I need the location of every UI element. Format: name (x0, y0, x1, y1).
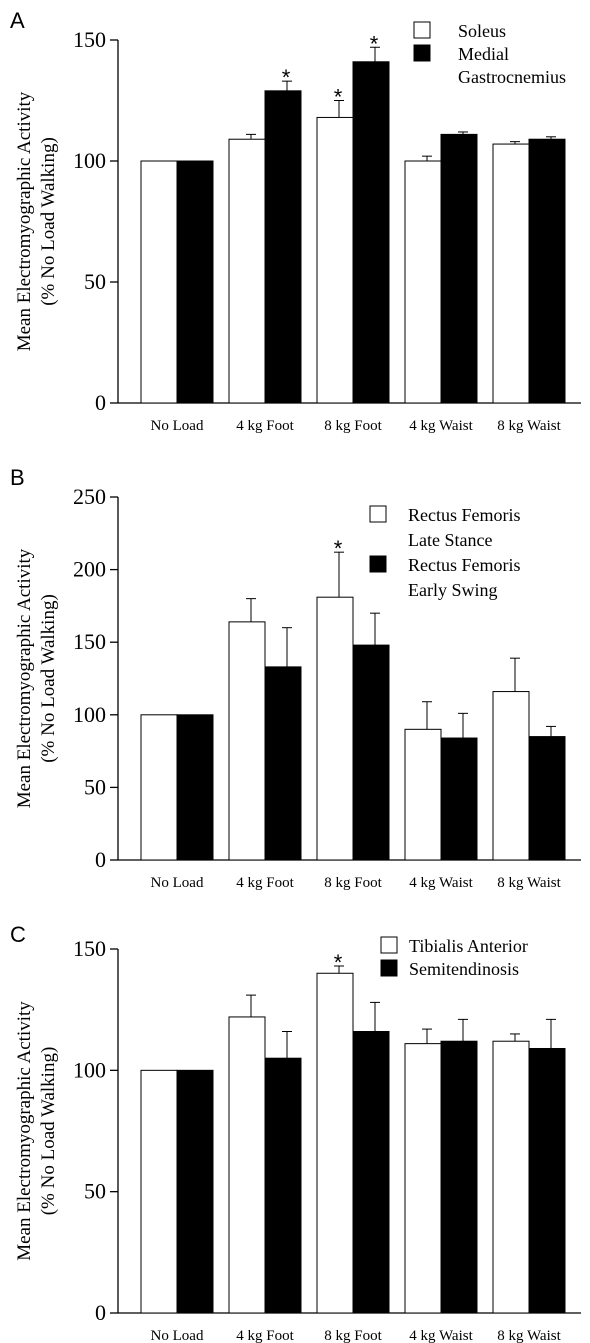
y-tick-label: 0 (95, 1300, 106, 1325)
x-tick-label: No Load (151, 875, 204, 891)
legend-swatch (369, 555, 387, 573)
bar (440, 1040, 478, 1314)
bar (176, 1069, 214, 1314)
bar (404, 1043, 442, 1314)
bar (264, 1057, 302, 1314)
x-tick-label: No Load (151, 418, 204, 434)
y-tick-label: 150 (73, 27, 106, 52)
y-tick-label: 100 (73, 1057, 106, 1082)
x-tick-label: 4 kg Waist (409, 418, 473, 434)
y-axis-label: (% No Load Walking) (38, 1047, 59, 1216)
bar (528, 138, 566, 404)
y-tick-label: 50 (84, 774, 106, 799)
bar (228, 621, 266, 861)
y-axis-label: Mean Electromyographic Activity (14, 548, 35, 808)
legend-label: Early Swing (408, 580, 498, 600)
panel-letter: A (10, 8, 25, 33)
y-tick-label: 100 (73, 148, 106, 173)
legend-label: Soleus (458, 21, 506, 41)
x-tick-label: 4 kg Foot (236, 418, 294, 434)
y-tick-label: 150 (73, 629, 106, 654)
x-tick-label: No Load (151, 1328, 204, 1343)
legend-swatch (380, 959, 398, 977)
bar (404, 728, 442, 861)
y-tick-label: 100 (73, 702, 106, 727)
significance-marker: * (282, 65, 291, 90)
chart-panel-A: A Mean Electromyographic Activity (% No Lo… (10, 8, 581, 434)
legend-label: Medial (458, 44, 509, 64)
bar (440, 737, 478, 861)
bar (352, 644, 390, 861)
bar (140, 160, 178, 404)
legend-swatch (369, 505, 387, 523)
significance-marker: * (334, 950, 343, 975)
x-tick-label: 4 kg Waist (409, 875, 473, 891)
y-axis-label: Mean Electromyographic Activity (14, 1001, 35, 1261)
y-axis-label: Mean Electromyographic Activity (14, 91, 35, 351)
y-tick-label: 0 (95, 390, 106, 415)
bar (492, 143, 530, 404)
bar (140, 1069, 178, 1314)
bar (352, 61, 390, 404)
legend-swatch (413, 44, 431, 62)
x-tick-label: 8 kg Waist (497, 418, 561, 434)
x-tick-label: 4 kg Foot (236, 1328, 294, 1343)
legend-swatch (413, 21, 431, 39)
bar (176, 160, 214, 404)
legend-label: Tibialis Anterior (409, 936, 528, 956)
y-tick-label: 50 (84, 1179, 106, 1204)
panel-letter: B (10, 465, 25, 490)
bar (316, 596, 354, 861)
bar (228, 1016, 266, 1314)
x-tick-label: 4 kg Foot (236, 875, 294, 891)
chart-panel-C: C Mean Electromyographic Activity (% No Lo… (10, 922, 581, 1343)
bar (264, 666, 302, 861)
y-tick-label: 250 (73, 484, 106, 509)
x-tick-label: 8 kg Waist (497, 875, 561, 891)
y-axis-label: (% No Load Walking) (38, 137, 59, 306)
x-tick-label: 8 kg Waist (497, 1328, 561, 1343)
bar (176, 714, 214, 861)
y-axis-label: (% No Load Walking) (38, 594, 59, 763)
x-tick-label: 4 kg Waist (409, 1328, 473, 1343)
bar (492, 691, 530, 861)
bar (316, 116, 354, 404)
bar (264, 90, 302, 404)
significance-marker: * (334, 536, 343, 561)
y-tick-label: 200 (73, 557, 106, 582)
y-tick-label: 0 (95, 847, 106, 872)
y-tick-label: 150 (73, 936, 106, 961)
legend-label: Semitendinosis (409, 959, 519, 979)
significance-marker: * (334, 85, 343, 110)
bar (404, 160, 442, 404)
x-tick-label: 8 kg Foot (324, 418, 382, 434)
panel-letter: C (10, 922, 26, 947)
legend-label: Gastrocnemius (458, 67, 566, 87)
bar (140, 714, 178, 861)
x-tick-label: 8 kg Foot (324, 1328, 382, 1343)
significance-marker: * (370, 31, 379, 56)
chart-panel-B: B Mean Electromyographic Activity (% No Lo… (10, 465, 581, 891)
legend-swatch (380, 936, 398, 954)
bar (492, 1040, 530, 1314)
bar (528, 736, 566, 861)
y-tick-label: 50 (84, 269, 106, 294)
legend-label: Rectus Femoris (408, 555, 521, 575)
bar (228, 138, 266, 404)
bar (440, 133, 478, 404)
bar (352, 1031, 390, 1314)
legend-label: Late Stance (408, 530, 492, 550)
x-tick-label: 8 kg Foot (324, 875, 382, 891)
legend-label: Rectus Femoris (408, 505, 521, 525)
bar (528, 1047, 566, 1314)
bar (316, 972, 354, 1314)
